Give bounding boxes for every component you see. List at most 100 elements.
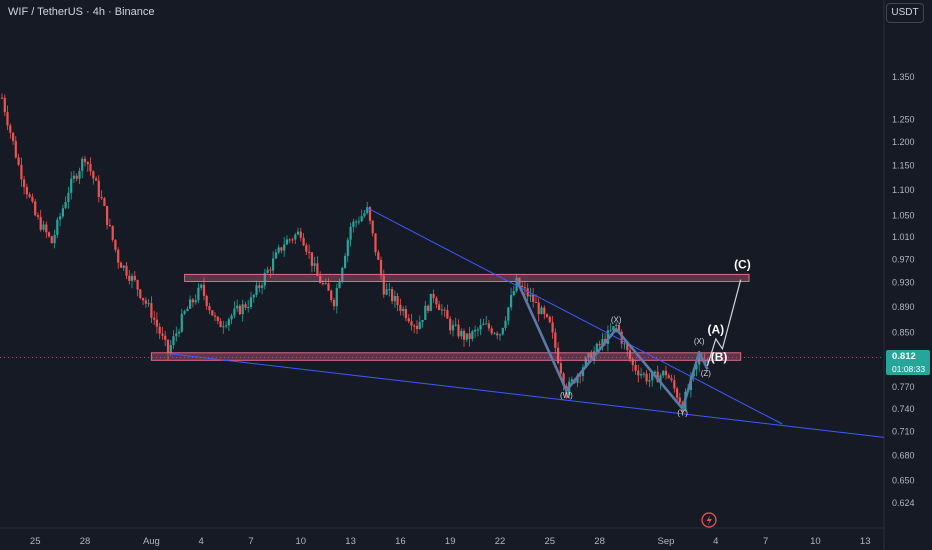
candle-body <box>634 365 637 371</box>
candle-body <box>429 293 432 311</box>
candle-body <box>191 299 194 303</box>
time-tick-label: 28 <box>594 536 605 547</box>
trendline[interactable] <box>167 353 885 438</box>
candle-body <box>238 305 241 315</box>
candle-body <box>601 339 604 346</box>
wave-label: (Y) <box>677 409 688 418</box>
candle-body <box>363 213 366 217</box>
candle-body <box>28 194 31 197</box>
price-tick-label: 0.680 <box>892 451 915 461</box>
time-tick-label: Sep <box>658 536 675 547</box>
lightning-icon[interactable] <box>701 512 717 528</box>
candle-body <box>142 297 145 301</box>
candle-body <box>653 371 656 374</box>
candle-body <box>205 295 208 307</box>
candle-body <box>247 307 250 308</box>
price-tick-label: 0.710 <box>892 427 915 437</box>
candle-body <box>0 97 4 99</box>
candle-body <box>17 157 20 165</box>
candle-body <box>349 226 352 240</box>
candle-body <box>642 373 645 375</box>
candle-body <box>12 132 15 141</box>
candle-body <box>338 281 341 288</box>
candle-body <box>70 178 73 193</box>
candle-body <box>443 309 446 311</box>
candle-body <box>496 333 499 336</box>
candle-body <box>695 364 698 370</box>
wave-pattern-line[interactable] <box>515 279 709 411</box>
candle-body <box>645 373 648 382</box>
candle-body <box>92 171 95 179</box>
candle-body <box>50 236 53 244</box>
trendline[interactable] <box>366 207 783 425</box>
candle-body <box>274 252 277 259</box>
chart-symbol-title[interactable]: WIF / TetherUS · 4h · Binance <box>8 6 155 18</box>
candle-body <box>352 221 355 227</box>
candle-body <box>319 275 322 284</box>
candle-body <box>493 333 496 335</box>
candle-body <box>507 307 510 321</box>
candle-body <box>164 335 167 340</box>
resistance-zone[interactable] <box>184 273 750 282</box>
time-tick-label: 4 <box>199 536 204 547</box>
candle-body <box>501 328 504 335</box>
price-axis[interactable]: 1.350 1.250 1.200 1.150 1.100 1.050 1.010 0.970… <box>892 72 915 508</box>
candle-body <box>321 283 324 285</box>
candle-body <box>590 353 593 361</box>
candle-body <box>606 330 609 344</box>
candle-body <box>487 323 490 329</box>
candle-body <box>128 275 131 281</box>
candle-body <box>393 296 396 302</box>
candle-body <box>241 304 244 315</box>
candle-body <box>175 333 178 337</box>
candle-body <box>377 252 380 260</box>
candle-body <box>249 297 253 307</box>
candle-body <box>266 269 269 273</box>
time-tick-label: 16 <box>395 536 406 547</box>
candle-body <box>261 285 264 288</box>
candle-body <box>233 308 236 316</box>
resistance-zone[interactable] <box>150 352 742 361</box>
candle-body <box>283 244 286 251</box>
candle-body <box>255 285 258 295</box>
candle-body <box>72 175 75 179</box>
candle-body <box>435 298 438 305</box>
candle-body <box>673 380 676 389</box>
candle-body <box>263 273 266 286</box>
candle-body <box>86 162 89 165</box>
time-axis[interactable]: 25 28 Aug 4 7 10 13 16 19 22 25 28 Sep 4 7 10 13 <box>30 536 871 547</box>
candle-body <box>623 343 626 345</box>
candle-body <box>305 245 308 252</box>
candle-body <box>61 208 64 217</box>
candle-body <box>396 296 399 305</box>
candle-body <box>81 158 84 171</box>
candle-body <box>465 333 468 340</box>
time-tick-label: 10 <box>296 536 307 547</box>
candle-body <box>330 290 333 300</box>
currency-button[interactable]: USDT <box>886 3 924 23</box>
candle-body <box>446 310 449 319</box>
candle-body <box>460 330 463 337</box>
candle-body <box>280 247 283 251</box>
candle-body <box>371 220 374 234</box>
candle-body <box>272 258 275 271</box>
candle-body <box>42 224 45 230</box>
price-tick-label: 0.890 <box>892 302 915 312</box>
time-tick-label: 13 <box>860 536 871 547</box>
candle-body <box>471 331 474 339</box>
candle-body <box>122 265 125 268</box>
candle-body <box>678 397 681 403</box>
candle-body <box>640 374 643 376</box>
candle-body <box>413 325 416 327</box>
candle-body <box>236 305 239 309</box>
candle-body <box>144 300 147 304</box>
candle-body <box>56 219 59 235</box>
candle-body <box>25 186 28 195</box>
candle-body <box>543 307 546 315</box>
candle-body <box>388 289 391 291</box>
projection-path[interactable] <box>706 279 742 366</box>
candle-body <box>9 125 12 133</box>
candle-body <box>664 370 668 376</box>
candle-countdown: 01:08:33 <box>886 364 930 375</box>
